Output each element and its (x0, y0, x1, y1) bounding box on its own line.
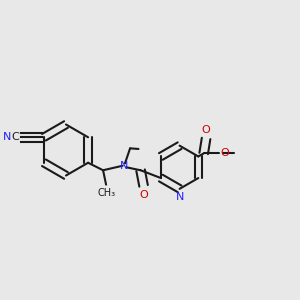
Text: N: N (176, 192, 184, 202)
Text: O: O (202, 125, 211, 135)
Text: N: N (3, 132, 11, 142)
Text: N: N (120, 161, 128, 171)
Text: O: O (220, 148, 229, 158)
Text: CH₃: CH₃ (98, 188, 116, 198)
Text: C: C (11, 132, 19, 142)
Text: O: O (140, 190, 148, 200)
